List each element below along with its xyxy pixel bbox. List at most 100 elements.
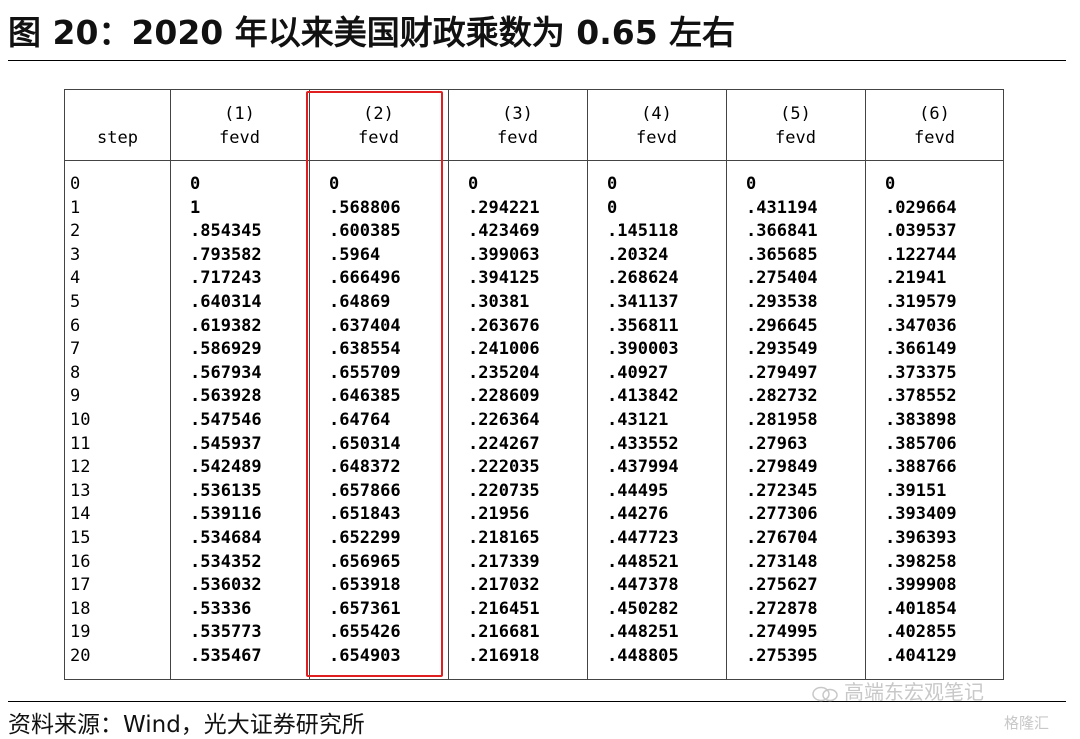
step-cell: 7 <box>70 339 81 360</box>
column-divider <box>865 90 866 679</box>
step-cell: 8 <box>70 362 81 383</box>
column-divider <box>170 90 171 679</box>
table-cell: .277306 <box>746 504 818 525</box>
table-cell: 0 <box>468 174 479 194</box>
table-cell: .029664 <box>885 197 957 218</box>
step-column: step 0 1 2 3 4 5 6 7 8 9 10 11 12 13 14 15 16 17 18 19 20 <box>65 90 170 679</box>
step-cell: 9 <box>70 386 81 407</box>
table-cell: .563928 <box>190 386 262 407</box>
table-cell: 0 <box>190 174 201 194</box>
table-cell: .450282 <box>607 598 679 619</box>
watermark-text: 高端东宏观笔记 <box>844 680 984 704</box>
table-cell: .220735 <box>468 480 540 501</box>
table-cell: .275404 <box>746 268 818 289</box>
table-cell: 0 <box>607 174 618 194</box>
column-header: (4) fevd <box>587 102 726 150</box>
table-cell: .275395 <box>746 645 818 666</box>
table-cell: .366841 <box>746 221 818 242</box>
table-cell: .404129 <box>885 645 957 666</box>
table-cell: .53336 <box>190 598 252 619</box>
table-cell: .356811 <box>607 315 679 336</box>
step-cell: 16 <box>70 551 91 572</box>
table-cell: .224267 <box>468 433 540 454</box>
table-cell: .638554 <box>329 339 401 360</box>
table-cell: .648372 <box>329 457 401 478</box>
fevd-column-5: (5) fevd 0.431194.366841.365685.275404.293… <box>726 90 865 679</box>
table-cell: .402855 <box>885 622 957 643</box>
table-cell: .222035 <box>468 457 540 478</box>
table-cell: .423469 <box>468 221 540 242</box>
table-cell: .275627 <box>746 575 818 596</box>
table-cell: .279849 <box>746 457 818 478</box>
column-cells: 0 .294221 .423469.399063 .394125.30381 .2636… <box>468 173 540 668</box>
header-divider <box>65 160 1003 161</box>
table-cell: 0 <box>329 174 340 194</box>
table-cell: .437994 <box>607 457 679 478</box>
table-cell: .793582 <box>190 244 262 265</box>
table-cell: .218165 <box>468 527 540 548</box>
table-cell: .294221 <box>468 197 540 218</box>
step-cell: 13 <box>70 480 91 501</box>
table-cell: .263676 <box>468 315 540 336</box>
step-cell: 15 <box>70 527 91 548</box>
table-cell: .431194 <box>746 197 818 218</box>
table-cell: 0 <box>885 174 896 194</box>
table-cell: .717243 <box>190 268 262 289</box>
table-cell: .447378 <box>607 575 679 596</box>
table-cell: .43121 <box>607 409 669 430</box>
table-cell: .655709 <box>329 362 401 383</box>
table-cell: .654903 <box>329 645 401 666</box>
table-cell: .547546 <box>190 409 262 430</box>
table-cell: .536032 <box>190 575 262 596</box>
table-cell: .600385 <box>329 221 401 242</box>
table-cell: .20324 <box>607 244 669 265</box>
table-cell: .385706 <box>885 433 957 454</box>
column-header: (5) fevd <box>726 102 865 150</box>
table-cell: .341137 <box>607 291 679 312</box>
table-cell: .619382 <box>190 315 262 336</box>
table-cell: .433552 <box>607 433 679 454</box>
step-header: step <box>97 128 138 148</box>
table-cell: .448805 <box>607 645 679 666</box>
table-cell: .394125 <box>468 268 540 289</box>
table-cell: 0 <box>607 197 618 218</box>
table-cell: .5964 <box>329 244 381 265</box>
table-cell: .21956 <box>468 504 530 525</box>
title-divider <box>8 60 1066 61</box>
table-cell: .383898 <box>885 409 957 430</box>
fevd-column-3: (3) fevd 0 .294221 .423469.399063 .394125.303… <box>448 90 587 679</box>
table-cell: .365685 <box>746 244 818 265</box>
fevd-column-1: (1) fevd 0 1 .854345.793582 .717243.640314 .61… <box>170 90 309 679</box>
table-cell: .293538 <box>746 291 818 312</box>
table-cell: .217339 <box>468 551 540 572</box>
step-cell: 10 <box>70 409 91 430</box>
table-cell: .281958 <box>746 409 818 430</box>
column-header: (6) fevd <box>865 102 1004 150</box>
column-header: (2) fevd <box>309 102 448 150</box>
fevd-column-4: (4) fevd 0 0 .145118.20324 .268624.341137 .356… <box>587 90 726 679</box>
column-name: fevd <box>219 128 260 148</box>
column-2-highlight-box <box>306 91 443 677</box>
table-cell: .535773 <box>190 622 262 643</box>
table-cell: .666496 <box>329 268 401 289</box>
table-cell: .282732 <box>746 386 818 407</box>
step-cell: 3 <box>70 244 81 265</box>
table-cell: .216451 <box>468 598 540 619</box>
table-cell: .273148 <box>746 551 818 572</box>
table-cell: .216918 <box>468 645 540 666</box>
table-cell: .228609 <box>468 386 540 407</box>
column-name: fevd <box>775 128 816 148</box>
step-cell: 17 <box>70 575 91 596</box>
table-cell: .536135 <box>190 480 262 501</box>
table-cell: .21941 <box>885 268 947 289</box>
column-name: fevd <box>497 128 538 148</box>
column-cells: 0 .029664 .039537.122744 .21941.319579 .3470… <box>885 173 957 668</box>
step-cell: 4 <box>70 268 81 289</box>
table-cell: .396393 <box>885 527 957 548</box>
source-note: 资料来源：Wind，光大证券研究所 <box>8 712 365 738</box>
table-cell: .657361 <box>329 598 401 619</box>
column-index: (5) <box>780 104 811 124</box>
table-cell: .393409 <box>885 504 957 525</box>
table-cell: .542489 <box>190 457 262 478</box>
table-cell: .378552 <box>885 386 957 407</box>
